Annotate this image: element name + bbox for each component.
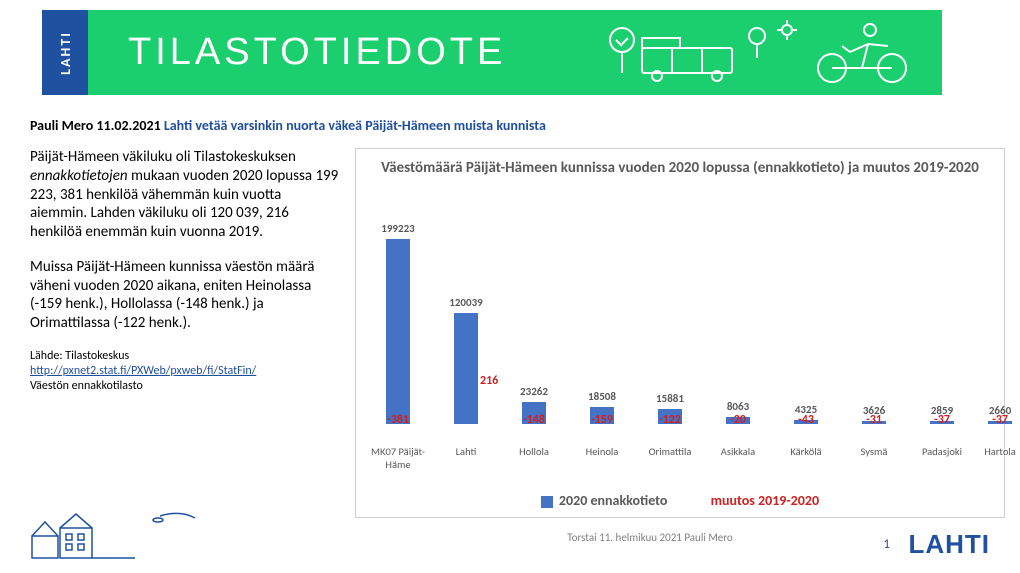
xaxis-tick: Sysmä [843,445,905,458]
xaxis-tick: Heinola [571,445,633,458]
chart-bar [386,239,410,424]
paragraph-2: Muissa Päijät-Hämeen kunnissa väestön mä… [30,258,340,333]
source-block: Lähde: Tilastokeskus http://pxnet2.stat.… [30,349,340,394]
bar-change-negative: -122 [640,413,700,427]
body-text: Päijät-Hämeen väkiluku oli Tilastokeskuk… [30,148,340,394]
source-sub: Väestön ennakkotilasto [30,379,340,394]
banner-illustration-icon [592,18,922,88]
legend-swatch-icon [541,496,553,508]
banner-left-badge: LAHTI [42,10,88,95]
paragraph-1: Päijät-Hämeen väkiluku oli Tilastokeskuk… [30,148,340,242]
chart-legend: 2020 ennakkotieto muutos 2019-2020 [356,492,1004,509]
xaxis-tick: Hollola [503,445,565,458]
bar-value-label: 18508 [577,390,627,403]
source-label: Lähde: Tilastokeskus [30,349,340,364]
footer-sketch-icon [30,508,200,563]
author-date: Pauli Mero 11.02.2021 [30,117,161,134]
xaxis-tick: MK07 Päijät-Häme [367,445,429,471]
footer-logo: LAHTI [908,529,990,560]
bar-value-label: 23262 [509,385,559,398]
bar-change-negative: -37 [912,413,972,427]
chart-title: Väestömäärä Päijät-Hämeen kunnissa vuode… [356,149,1004,181]
bar-value-label: 199223 [373,222,423,235]
chart-bar [454,313,478,424]
bar-change-negative: -20 [708,413,768,427]
xaxis-tick: Kärkölä [775,445,837,458]
headline: Lahti vetää varsinkin nuorta väkeä Päijä… [164,117,546,134]
banner-title: TILASTOTIEDOTE [128,31,506,74]
bar-change-negative: -148 [504,413,564,427]
bar-change-negative: -43 [776,413,836,427]
footer-page-number: 1 [883,537,890,552]
footer-date: Torstai 11. helmikuu 2021 Pauli Mero [560,531,740,544]
bar-change-positive: 216 [480,374,498,388]
chart-plot: 199223-38112003921623262-14818508-159158… [376,224,996,424]
subheader: Pauli Mero 11.02.2021 Lahti vetää varsin… [30,117,546,134]
bar-change-negative: -37 [970,413,1020,427]
legend-series-1: 2020 ennakkotieto [559,492,668,509]
xaxis-tick: Padasjoki [911,445,973,458]
footer: Torstai 11. helmikuu 2021 Pauli Mero 1 L… [0,527,1020,567]
bar-change-negative: -31 [844,413,904,427]
source-link[interactable]: http://pxnet2.stat.fi/PXWeb/pxweb/fi/Sta… [30,364,256,378]
xaxis-tick: Asikkala [707,445,769,458]
bar-value-label: 15881 [645,392,695,405]
chart-container: Väestömäärä Päijät-Hämeen kunnissa vuode… [355,148,1005,518]
banner: LAHTI TILASTOTIEDOTE [42,10,942,95]
bar-value-label: 120039 [441,296,491,309]
bar-change-negative: -159 [572,413,632,427]
banner-left-text: LAHTI [57,31,74,75]
xaxis-tick: Orimattila [639,445,701,458]
bar-change-negative: -381 [368,413,428,427]
xaxis-tick: Lahti [435,445,497,458]
legend-series-2: muutos 2019-2020 [711,492,819,509]
bar-value-label: 8063 [713,400,763,413]
xaxis-tick: Hartola [969,445,1020,458]
